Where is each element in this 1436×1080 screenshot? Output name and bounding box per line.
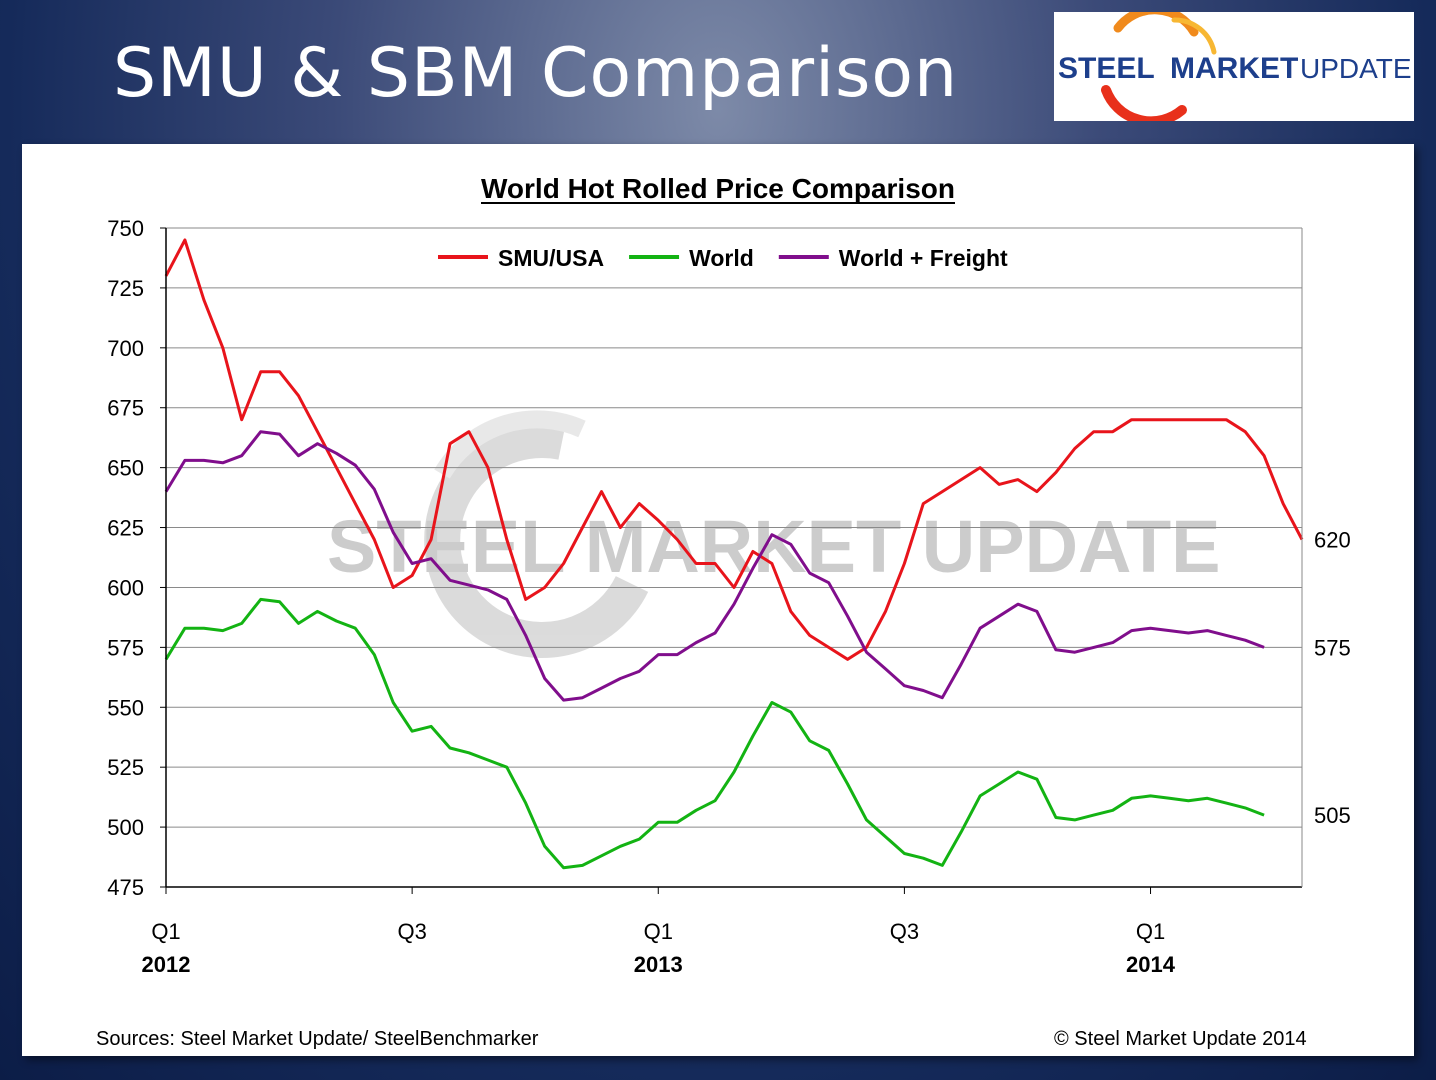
y-tick-label: 625 xyxy=(107,516,144,541)
end-value-label: 620 xyxy=(1314,528,1351,553)
series-line-world xyxy=(164,597,1265,870)
x-tick-label: Q1 xyxy=(644,919,673,944)
y-tick-label: 675 xyxy=(107,396,144,421)
legend-label: SMU/USA xyxy=(498,245,604,271)
chart-title: World Hot Rolled Price Comparison xyxy=(481,173,955,204)
watermark: STEEL MARKET UPDATE xyxy=(327,410,1221,658)
legend-label: World xyxy=(689,245,754,271)
gridlines xyxy=(166,227,1302,828)
logo-word-market: MARKET xyxy=(1170,52,1298,85)
y-tick-label: 750 xyxy=(107,216,144,241)
chart-panel: STEEL MARKET UPDATE World Hot Rolled Pri… xyxy=(22,144,1414,1056)
series-line-smu-usa xyxy=(164,238,1304,661)
series-line-world-freight xyxy=(164,430,1265,702)
y-tick-label: 550 xyxy=(107,695,144,720)
end-value-label: 505 xyxy=(1314,803,1351,828)
logo-word-steel: STEEL xyxy=(1058,52,1155,85)
x-tick-label: Q1 xyxy=(151,919,180,944)
steel-market-update-logo: STEEL MARKET UPDATE xyxy=(1054,12,1414,121)
y-tick-label: 650 xyxy=(107,456,144,481)
x-year-label: 2012 xyxy=(142,952,191,977)
price-chart: STEEL MARKET UPDATE World Hot Rolled Pri… xyxy=(107,173,1351,977)
sources-note: Sources: Steel Market Update/ SteelBench… xyxy=(96,1028,539,1050)
x-year-label: 2014 xyxy=(1126,952,1176,977)
copyright-note: © Steel Market Update 2014 xyxy=(1054,1028,1307,1050)
x-axis-ticks: Q1 2012 Q3 Q1 2013 Q3 Q1 2014 xyxy=(142,887,1176,977)
end-value-label: 575 xyxy=(1314,635,1351,660)
y-tick-label: 475 xyxy=(107,875,144,900)
logo-word-update: UPDATE xyxy=(1300,53,1412,84)
logo-swoosh-icon: STEEL MARKET UPDATE xyxy=(1058,12,1412,121)
y-tick-label: 500 xyxy=(107,815,144,840)
x-year-label: 2013 xyxy=(634,952,683,977)
legend: SMU/USA World World + Freight xyxy=(438,245,1008,271)
x-tick-label: Q3 xyxy=(890,919,919,944)
end-labels: 620 505 575 xyxy=(1314,528,1351,829)
slide-title: SMU & SBM Comparison xyxy=(113,34,959,113)
series-lines xyxy=(164,238,1304,870)
watermark-text: STEEL MARKET UPDATE xyxy=(327,505,1221,588)
y-tick-label: 525 xyxy=(107,755,144,780)
legend-label: World + Freight xyxy=(839,245,1008,271)
y-tick-label: 575 xyxy=(107,635,144,660)
y-tick-label: 725 xyxy=(107,276,144,301)
x-tick-label: Q1 xyxy=(1136,919,1165,944)
y-tick-label: 600 xyxy=(107,575,144,600)
y-axis-ticks: 475 500 525 550 575 600 625 650 675 700 725 750 xyxy=(107,216,166,900)
y-tick-label: 700 xyxy=(107,336,144,361)
axes xyxy=(165,228,1303,888)
x-tick-label: Q3 xyxy=(397,919,426,944)
